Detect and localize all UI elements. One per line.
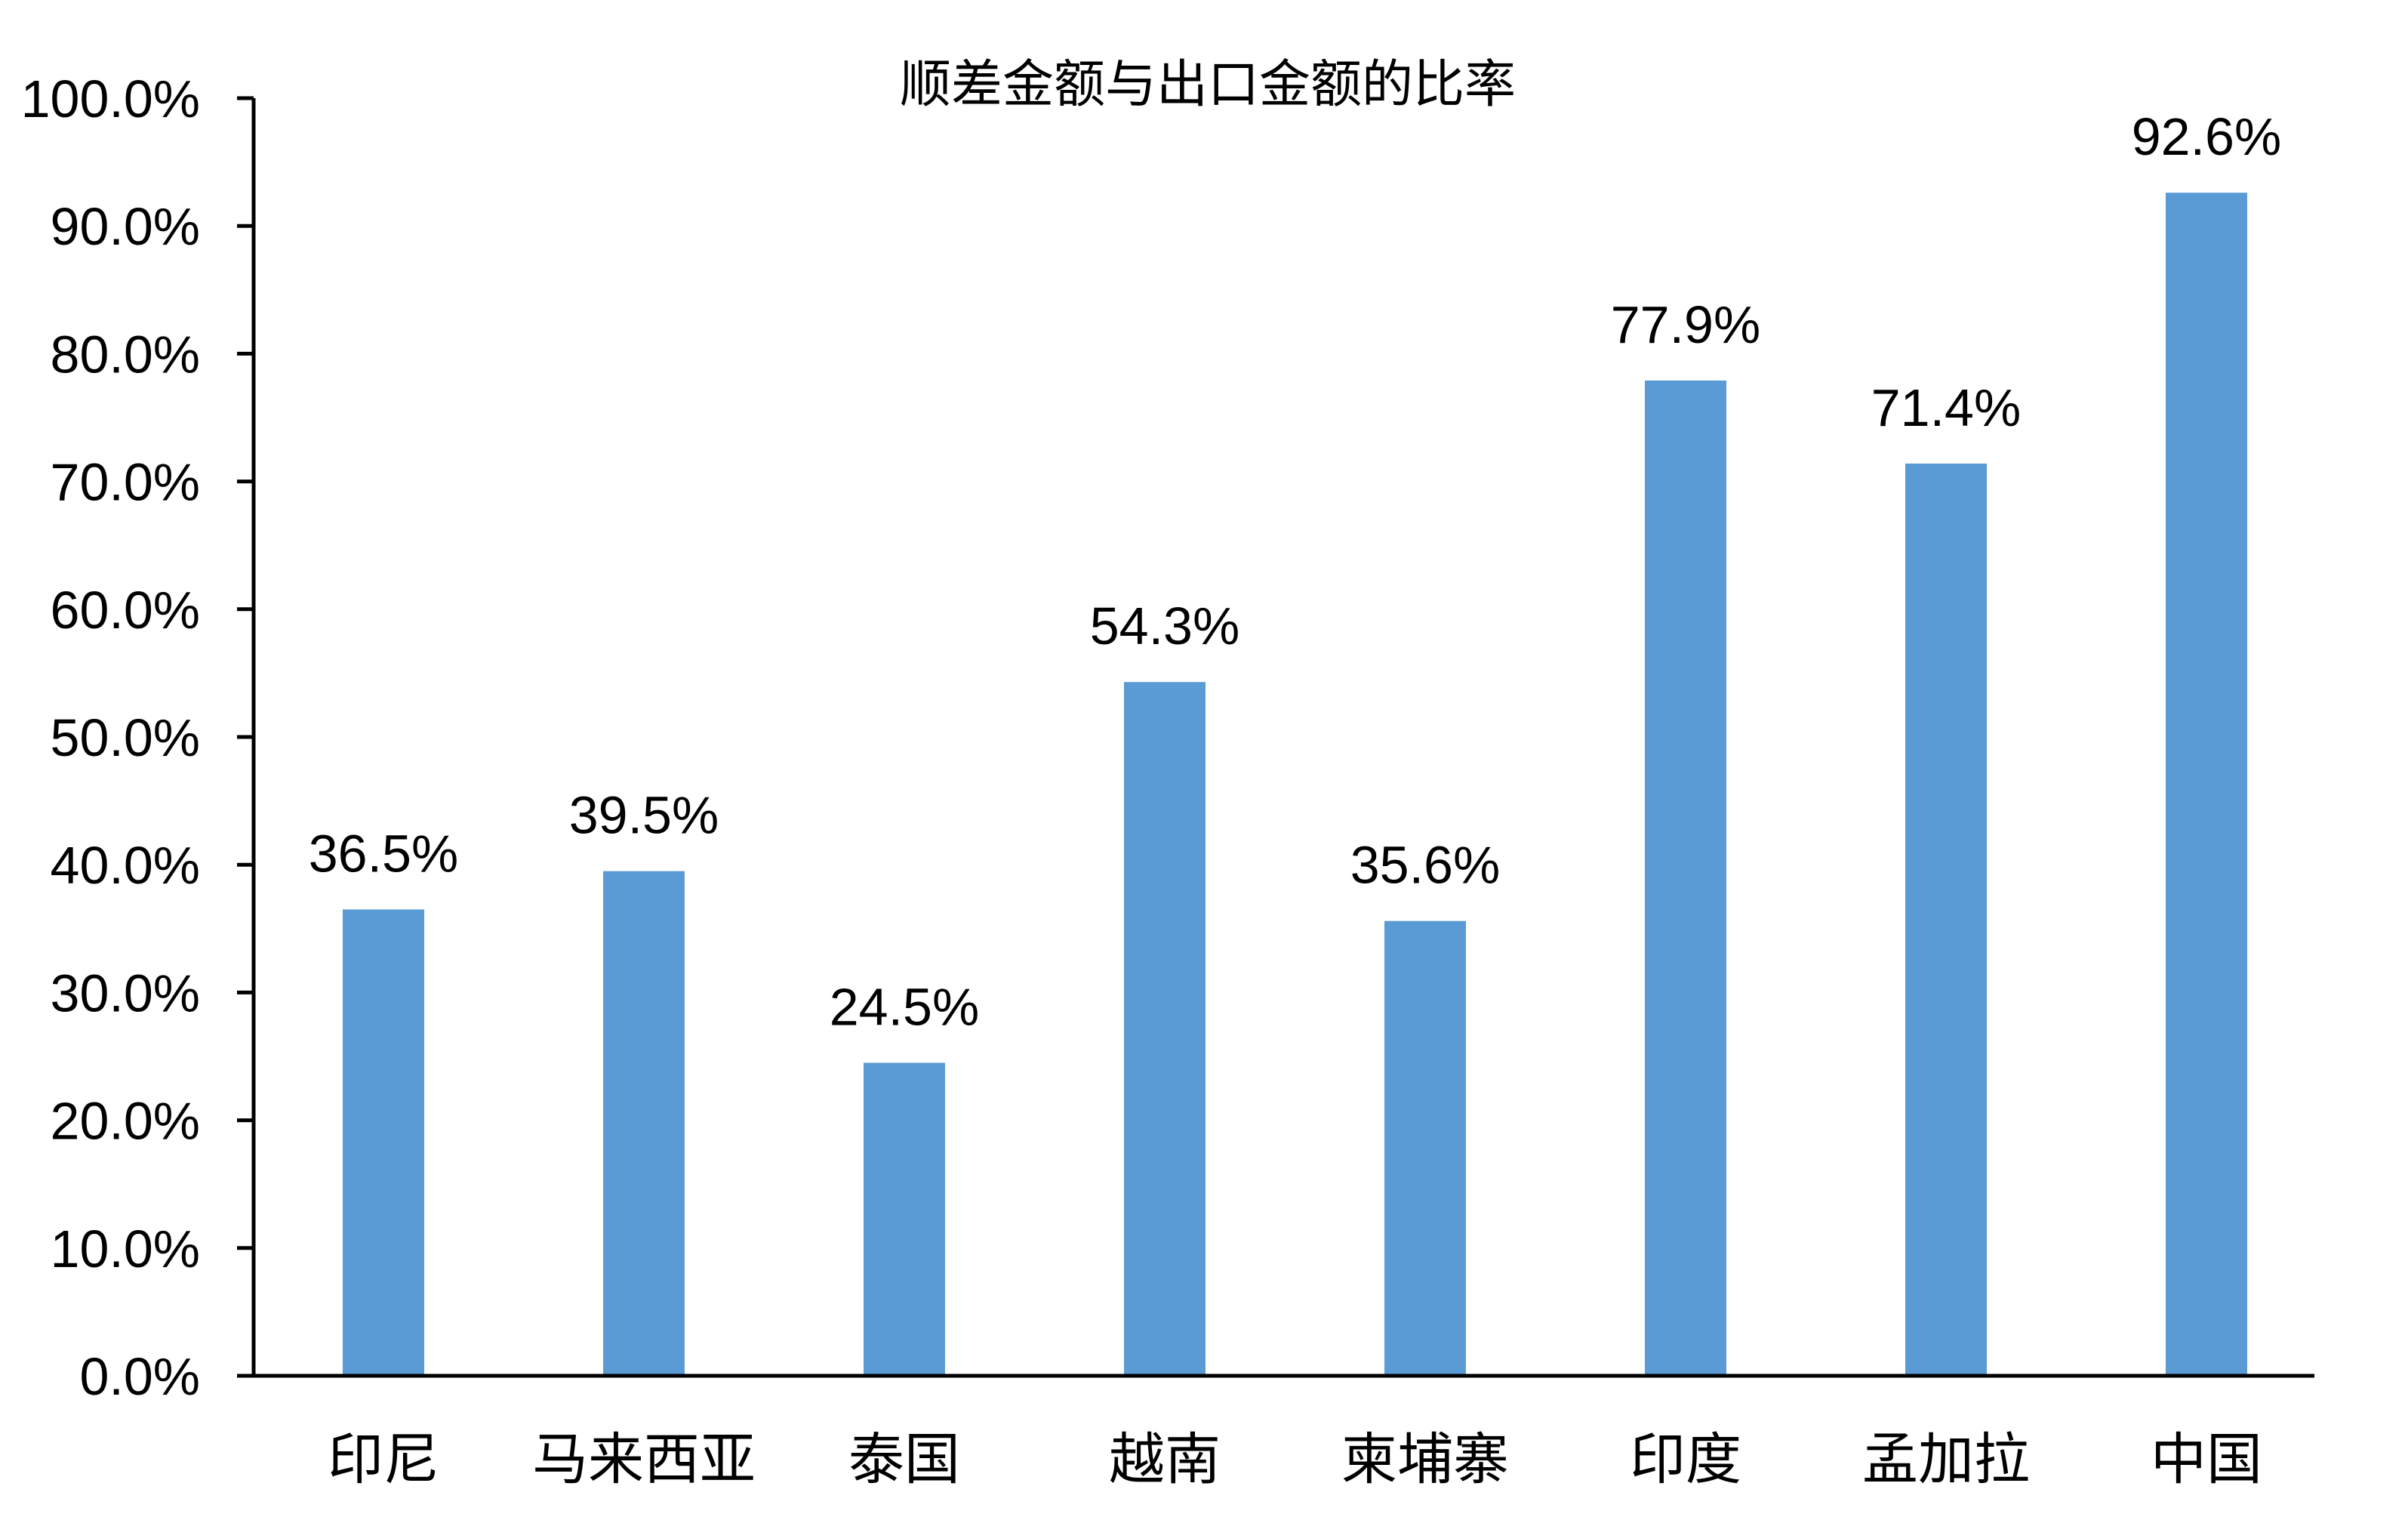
y-tick-label: 100.0% — [21, 69, 200, 128]
x-axis-category-labels: 印尼 马来西亚 泰国 越南 柬埔寨 印度 孟加拉 中国 — [328, 1427, 2262, 1492]
bar — [864, 1062, 945, 1376]
bar — [2166, 193, 2247, 1376]
x-category-label: 柬埔寨 — [1341, 1427, 1509, 1492]
bar — [603, 871, 685, 1376]
y-tick-label: 10.0% — [51, 1219, 200, 1278]
x-category-label: 越南 — [1109, 1427, 1221, 1492]
x-category-label: 印尼 — [328, 1427, 439, 1492]
y-tick-label: 30.0% — [51, 964, 200, 1022]
x-category-label: 印度 — [1630, 1427, 1741, 1492]
bar — [1124, 682, 1206, 1376]
bar-value-label: 77.9% — [1611, 295, 1760, 354]
x-category-label: 中国 — [2151, 1427, 2262, 1492]
bar — [1384, 920, 1466, 1376]
bar-value-labels: 36.5% 39.5% 24.5% 54.3% 35.6% 77.9% 71.4% 92.6% — [309, 107, 2281, 1036]
y-tick-label: 90.0% — [51, 197, 200, 256]
y-tick-label: 40.0% — [51, 836, 200, 895]
x-category-label: 孟加拉 — [1862, 1427, 2030, 1492]
bar-value-label: 39.5% — [569, 786, 719, 845]
bar-value-label: 54.3% — [1090, 597, 1239, 655]
bar — [1905, 463, 1987, 1376]
bar-value-label: 71.4% — [1871, 378, 2021, 437]
y-tick-label: 0.0% — [79, 1347, 200, 1406]
bar — [1645, 380, 1726, 1376]
y-tick-label: 20.0% — [51, 1092, 200, 1151]
y-tick-label: 60.0% — [51, 581, 200, 640]
x-category-label: 马来西亚 — [532, 1427, 756, 1492]
bar-value-label: 24.5% — [830, 977, 979, 1036]
y-axis-ticks: 0.0% 10.0% 20.0% 30.0% 40.0% 50.0% 60.0% 70.0% 8… — [21, 69, 254, 1406]
bar-value-label: 35.6% — [1350, 836, 1500, 895]
x-category-label: 泰国 — [848, 1427, 960, 1492]
chart-title: 顺差金额与出口金额的比率 — [900, 55, 1516, 115]
y-tick-label: 80.0% — [51, 325, 200, 384]
y-tick-label: 70.0% — [51, 453, 200, 512]
bar-value-label: 92.6% — [2132, 107, 2281, 166]
bar-value-label: 36.5% — [309, 824, 458, 883]
bars — [343, 193, 2247, 1376]
y-tick-label: 50.0% — [51, 708, 200, 767]
bar — [343, 909, 424, 1376]
